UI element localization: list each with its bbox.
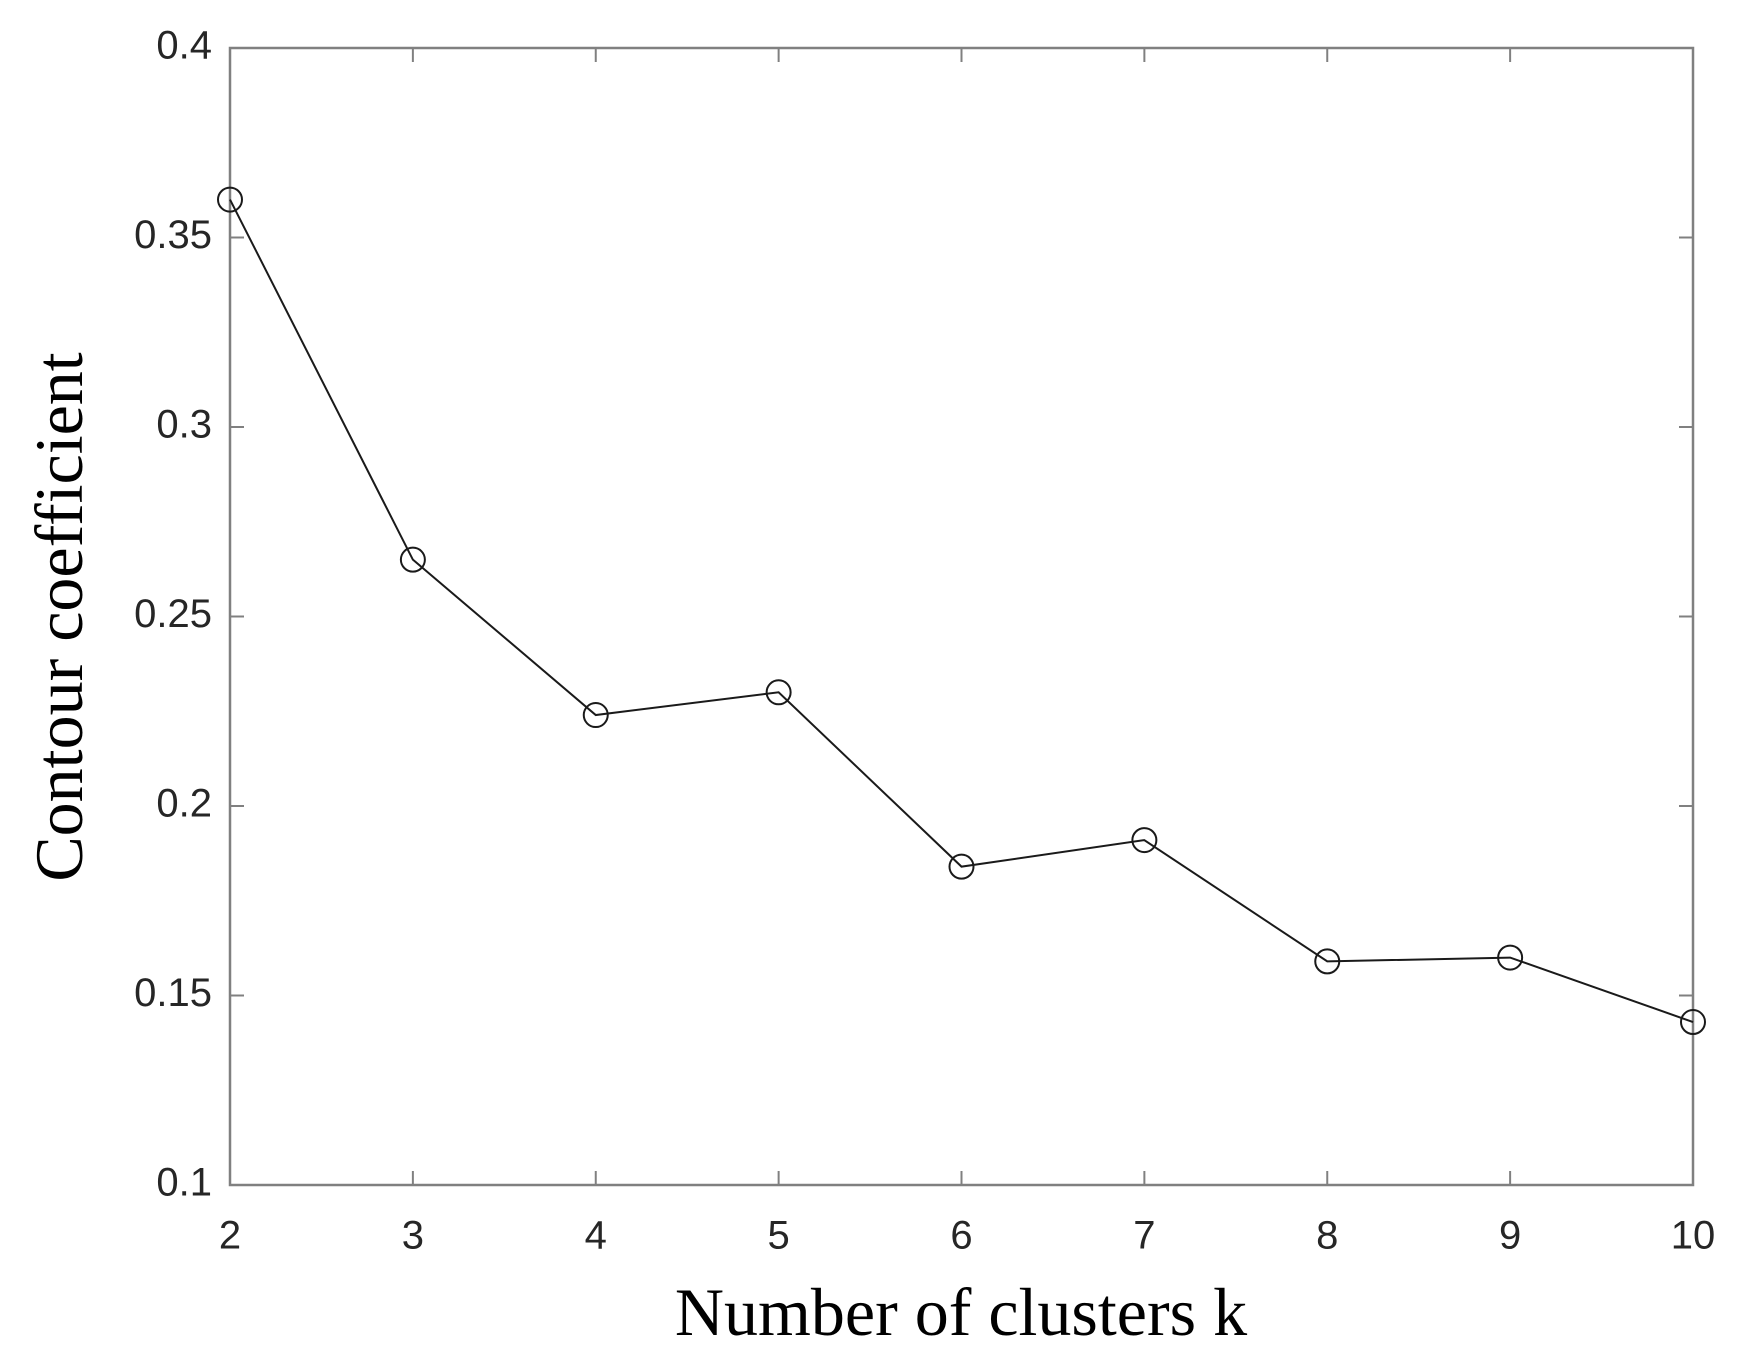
marker [765,679,792,706]
x-tick-label: 7 [1133,1214,1155,1258]
marker [399,546,426,573]
y-tick-label: 0.25 [134,592,212,636]
x-tick-label: 3 [402,1214,424,1258]
marker [948,853,975,880]
y-tick-label: 0.2 [156,782,212,826]
y-tick-label: 0.1 [156,1161,212,1205]
x-tick-label: 6 [950,1214,972,1258]
marker [1314,948,1341,975]
marker [1680,1009,1706,1036]
x-tick-label: 8 [1316,1214,1338,1258]
marker [217,186,243,213]
y-tick-label: 0.3 [156,403,212,447]
y-tick-label: 0.15 [134,971,212,1015]
y-axis-label: Contour coefficient [21,352,97,881]
marker [1131,827,1158,854]
marker [582,702,609,729]
x-axis-label: Number of clusters k [675,1274,1247,1350]
x-tick-label: 5 [768,1214,790,1258]
x-tick-label: 4 [585,1214,607,1258]
y-tick-label: 0.4 [156,24,212,68]
x-tick-label: 9 [1499,1214,1521,1258]
plot-frame [228,46,1695,1187]
x-tick-label: 2 [219,1214,241,1258]
x-tick-label: 10 [1671,1214,1716,1258]
y-tick-label: 0.35 [134,213,212,257]
line [229,199,1694,1023]
marker [1497,944,1524,971]
